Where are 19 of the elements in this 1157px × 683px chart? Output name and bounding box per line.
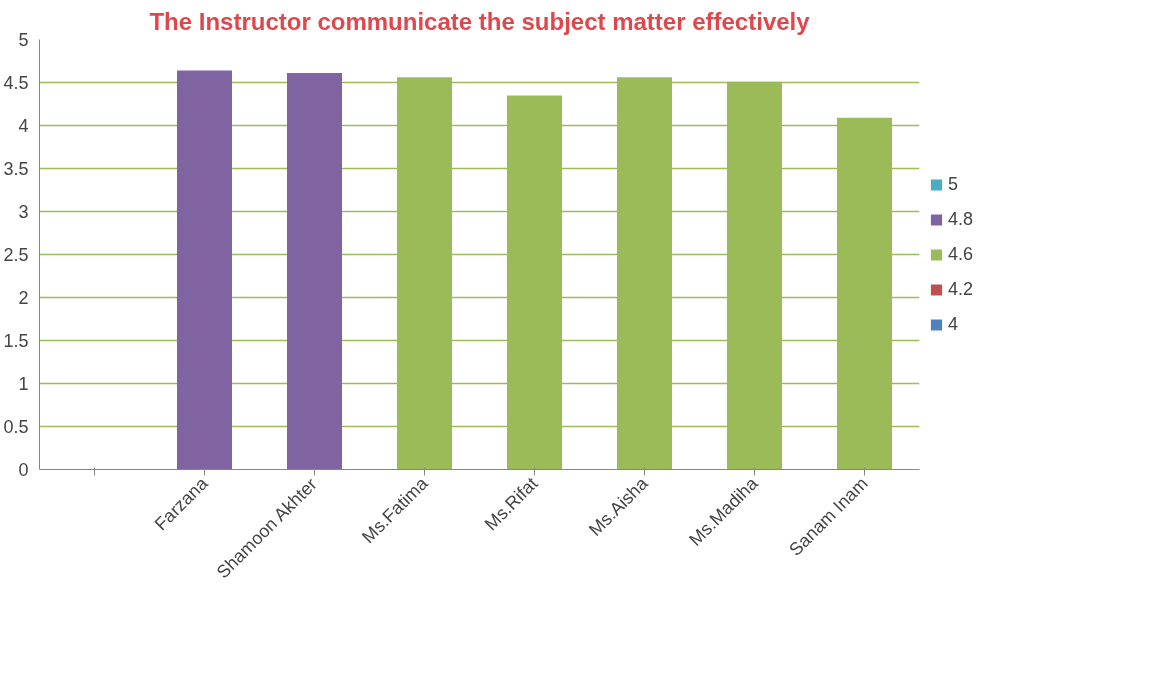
y-tick-label: 4.5 xyxy=(3,73,29,93)
y-tick-label: 2.5 xyxy=(3,245,29,265)
y-tick-label: 4 xyxy=(18,116,29,136)
y-tick-label: 0 xyxy=(18,460,29,480)
bar xyxy=(177,70,232,470)
legend-label: 5 xyxy=(948,173,959,195)
y-tick-label: 1.5 xyxy=(3,331,29,351)
y-tick-label: 0.5 xyxy=(3,417,29,437)
y-tick-label: 2 xyxy=(18,288,29,308)
legend-label: 4.6 xyxy=(948,243,974,265)
chart-title: The Instructor communicate the subject matter effectively xyxy=(149,7,811,35)
y-tick-label: 3 xyxy=(18,202,29,222)
y-tick-label: 3.5 xyxy=(3,159,29,179)
y-tick-label: 1 xyxy=(18,374,29,394)
legend-label: 4.2 xyxy=(948,278,974,300)
y-tick-label: 5 xyxy=(18,30,29,50)
legend-label: 4.8 xyxy=(948,208,974,230)
bar xyxy=(287,73,342,470)
legend-label: 4 xyxy=(948,313,959,335)
